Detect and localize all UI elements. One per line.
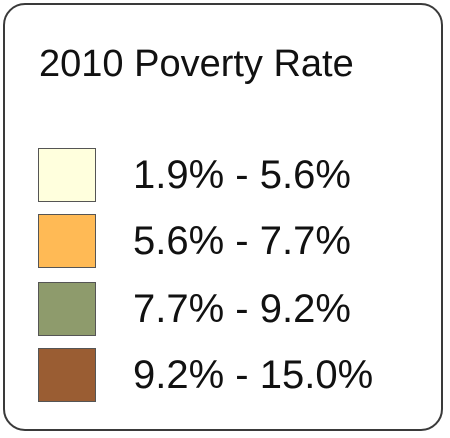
legend-swatch [38, 348, 96, 402]
legend-item: 1.9% - 5.6% [38, 147, 351, 203]
legend-swatch [38, 214, 96, 268]
legend-title: 2010 Poverty Rate [39, 43, 354, 85]
legend-item: 5.6% - 7.7% [38, 213, 351, 269]
legend-item-label: 1.9% - 5.6% [133, 152, 351, 197]
legend-item-label: 5.6% - 7.7% [133, 218, 351, 263]
legend-swatch [38, 148, 96, 202]
map-legend: 2010 Poverty Rate 1.9% - 5.6% 5.6% - 7.7… [3, 3, 443, 431]
legend-item-label: 7.7% - 9.2% [133, 286, 351, 331]
legend-item-label: 9.2% - 15.0% [133, 352, 374, 397]
legend-item: 7.7% - 9.2% [38, 281, 351, 337]
legend-swatch [38, 282, 96, 336]
legend-item: 9.2% - 15.0% [38, 347, 373, 403]
